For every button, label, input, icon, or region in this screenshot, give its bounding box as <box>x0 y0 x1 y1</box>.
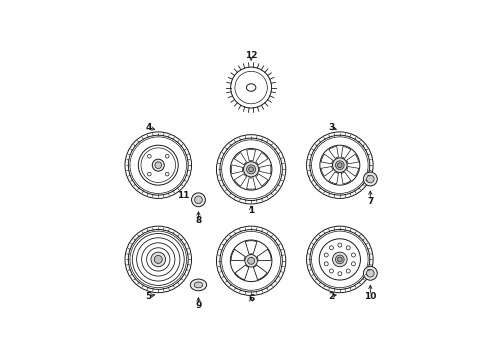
Circle shape <box>351 253 355 257</box>
Wedge shape <box>234 153 246 165</box>
Circle shape <box>367 175 374 183</box>
Wedge shape <box>321 167 333 176</box>
Wedge shape <box>260 165 271 174</box>
Circle shape <box>151 252 166 267</box>
Circle shape <box>147 172 151 176</box>
Wedge shape <box>256 153 268 165</box>
Text: 4: 4 <box>146 123 152 132</box>
Wedge shape <box>246 149 256 161</box>
Circle shape <box>165 154 169 158</box>
Wedge shape <box>235 265 249 280</box>
Circle shape <box>338 272 342 276</box>
Circle shape <box>338 163 342 167</box>
Circle shape <box>192 193 205 207</box>
Circle shape <box>324 253 328 257</box>
Text: 12: 12 <box>245 51 257 60</box>
Circle shape <box>154 256 162 264</box>
Text: 11: 11 <box>177 191 190 200</box>
Text: 1: 1 <box>248 206 254 215</box>
Circle shape <box>364 266 377 280</box>
Ellipse shape <box>190 279 207 291</box>
Circle shape <box>338 257 342 262</box>
Circle shape <box>132 234 184 285</box>
Wedge shape <box>341 147 351 158</box>
Circle shape <box>147 154 151 158</box>
Wedge shape <box>329 147 339 158</box>
Circle shape <box>249 167 253 172</box>
Circle shape <box>338 243 342 247</box>
Circle shape <box>367 270 374 277</box>
Circle shape <box>351 262 355 266</box>
Circle shape <box>152 159 164 171</box>
Circle shape <box>230 149 272 190</box>
Circle shape <box>246 165 256 174</box>
Text: 8: 8 <box>196 216 201 225</box>
Wedge shape <box>231 165 243 174</box>
Circle shape <box>336 161 344 170</box>
Circle shape <box>319 239 361 280</box>
Circle shape <box>329 246 333 250</box>
Circle shape <box>231 67 271 108</box>
Circle shape <box>324 262 328 266</box>
Circle shape <box>333 158 347 172</box>
Circle shape <box>245 255 257 267</box>
Wedge shape <box>253 265 267 280</box>
Text: 9: 9 <box>196 301 202 310</box>
Ellipse shape <box>246 84 256 91</box>
Circle shape <box>244 162 259 177</box>
Text: 5: 5 <box>146 292 152 301</box>
Wedge shape <box>245 241 257 254</box>
Circle shape <box>138 145 178 185</box>
Wedge shape <box>234 174 246 186</box>
Circle shape <box>329 269 333 273</box>
Circle shape <box>247 257 255 264</box>
Wedge shape <box>346 154 359 164</box>
Wedge shape <box>329 172 339 184</box>
Circle shape <box>165 172 169 176</box>
Circle shape <box>346 269 350 273</box>
Ellipse shape <box>194 282 203 288</box>
Circle shape <box>346 246 350 250</box>
Wedge shape <box>231 249 245 261</box>
Circle shape <box>230 240 272 282</box>
Circle shape <box>333 252 347 267</box>
Text: 3: 3 <box>328 123 335 132</box>
Circle shape <box>155 162 162 168</box>
Wedge shape <box>341 172 351 184</box>
Circle shape <box>195 196 202 204</box>
Text: 6: 6 <box>248 294 254 303</box>
Circle shape <box>364 172 377 186</box>
Circle shape <box>320 145 360 185</box>
Wedge shape <box>246 178 256 189</box>
Wedge shape <box>321 154 333 164</box>
Wedge shape <box>257 249 271 261</box>
Text: 2: 2 <box>328 292 335 301</box>
Text: 7: 7 <box>367 197 373 206</box>
Circle shape <box>336 255 344 264</box>
Text: 10: 10 <box>364 292 376 301</box>
Wedge shape <box>346 167 359 176</box>
Wedge shape <box>256 174 268 186</box>
